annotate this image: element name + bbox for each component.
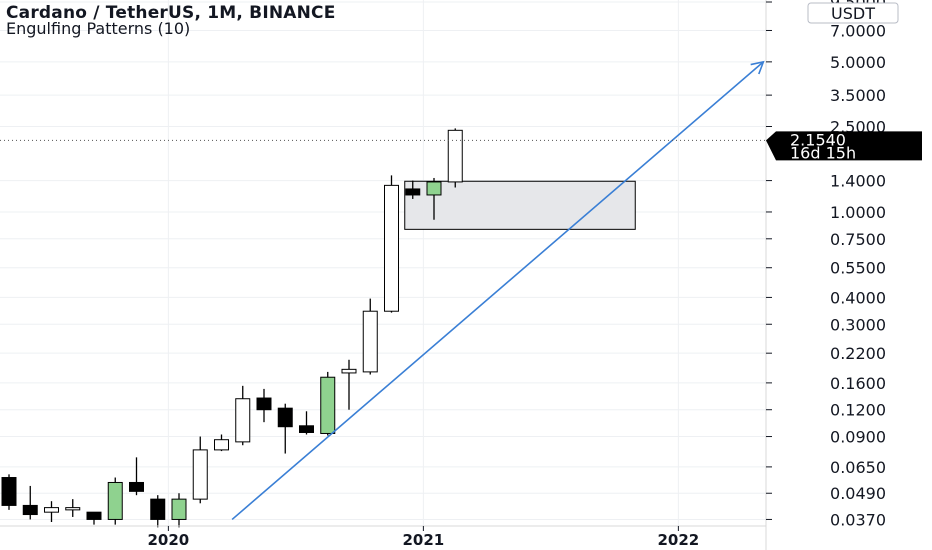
candle[interactable] [362, 298, 378, 375]
y-tick-label: 0.2200 [830, 344, 886, 363]
candle-body [171, 498, 187, 520]
price-tag: 2.1540 16d 15h [766, 130, 922, 162]
candle-body [1, 477, 17, 506]
candle[interactable] [214, 434, 229, 452]
x-tick-label: 2022 [658, 531, 700, 549]
candle[interactable] [192, 436, 208, 504]
candle[interactable] [171, 493, 187, 528]
y-tick-label: 0.0490 [830, 484, 886, 503]
y-tick-label: 0.0650 [830, 458, 886, 477]
candle-body [44, 507, 59, 513]
candle[interactable] [256, 388, 272, 423]
y-tick-label: 5.0000 [830, 53, 886, 72]
candle-body [447, 129, 463, 183]
price-tag-countdown: 16d 15h [790, 143, 856, 162]
candle[interactable] [277, 403, 293, 454]
candle[interactable] [235, 385, 251, 446]
y-tick-label: 3.5000 [830, 86, 886, 105]
candle[interactable] [22, 485, 38, 520]
candle-body [214, 439, 229, 451]
candle[interactable] [405, 180, 421, 199]
x-tick-label: 2021 [403, 531, 445, 549]
candle-body [235, 398, 251, 443]
candle-body [405, 188, 421, 196]
candle-body [299, 425, 314, 433]
candles-layer [1, 128, 463, 528]
candle[interactable] [320, 371, 336, 436]
trendline[interactable] [231, 61, 764, 521]
candle-body [129, 481, 144, 492]
y-tick-label: 0.0900 [830, 428, 886, 447]
candle[interactable] [86, 511, 102, 525]
y-tick-label: 0.0370 [830, 510, 886, 529]
currency-badge[interactable]: USDT [807, 2, 899, 24]
candle[interactable] [107, 477, 123, 525]
candle-body [384, 184, 399, 312]
candle-body [107, 481, 123, 520]
candle[interactable] [129, 457, 144, 496]
trendline-layer[interactable] [231, 60, 765, 521]
candle[interactable] [150, 495, 166, 528]
chart-title: Cardano / TetherUS, 1M, BINANCE [6, 3, 336, 23]
price-tag-background [766, 131, 922, 161]
candle-body [192, 449, 208, 500]
x-tick-label: 2020 [148, 531, 190, 549]
trendline-arrowhead [750, 60, 765, 75]
candle-body [65, 507, 81, 511]
candle-body [86, 511, 102, 520]
y-tick-label: 0.7500 [830, 230, 886, 249]
candle-body [256, 397, 272, 411]
y-tick-label: 0.5500 [830, 259, 886, 278]
currency-badge-label: USDT [831, 4, 875, 23]
y-tick-label: 0.1200 [830, 401, 886, 420]
y-axis[interactable]: 9.50007.00005.00003.50002.50001.40001.00… [766, 0, 886, 529]
candle[interactable] [426, 177, 442, 220]
candle[interactable] [447, 128, 463, 188]
candle[interactable] [44, 501, 59, 522]
y-tick-label: 0.3000 [830, 315, 886, 334]
candle-body [341, 368, 357, 374]
y-tick-label: 7.0000 [830, 21, 886, 40]
y-tick-label: 1.4000 [830, 172, 886, 191]
grid-lines [0, 0, 766, 526]
candle-body [150, 498, 166, 520]
x-axis[interactable]: 2020 2021 2022 [148, 526, 700, 549]
candle-body [320, 376, 336, 434]
candle-body [426, 181, 442, 196]
indicator-label[interactable]: Engulfing Patterns (10) [6, 19, 191, 38]
candle-body [22, 504, 38, 516]
candle[interactable] [384, 175, 399, 313]
candle-body [277, 407, 293, 428]
y-tick-label: 0.1600 [830, 374, 886, 393]
candle[interactable] [299, 411, 314, 435]
candle[interactable] [65, 499, 81, 517]
candle[interactable] [1, 474, 17, 510]
candle[interactable] [341, 359, 357, 410]
price-tag-price: 2.1540 [790, 130, 846, 149]
y-tick-label: 0.4000 [830, 288, 886, 307]
y-tick-label: 1.0000 [830, 203, 886, 222]
candle-body [362, 310, 378, 373]
